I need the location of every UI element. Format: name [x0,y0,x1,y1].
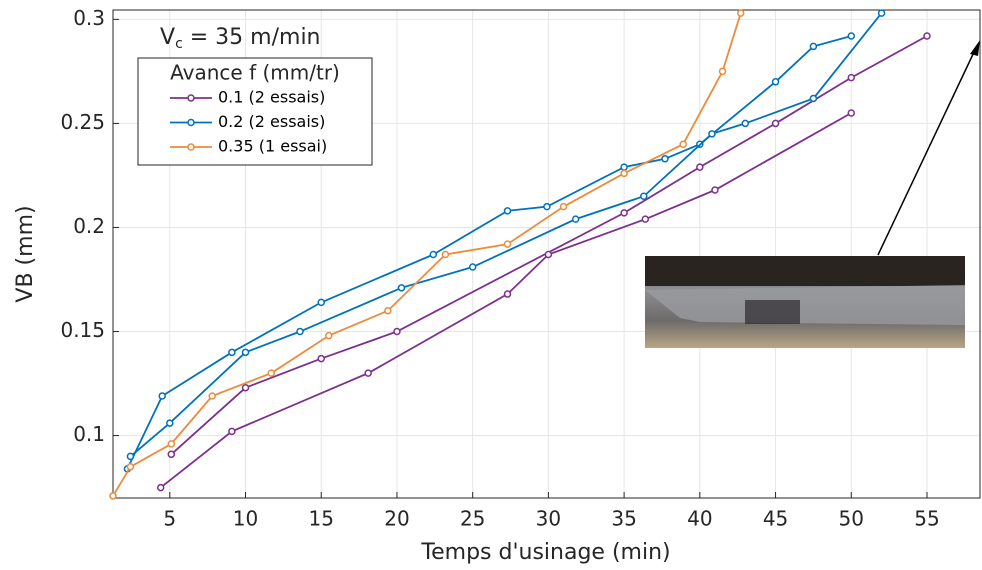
inset-photo [645,256,965,348]
point [167,450,176,459]
point [847,73,856,82]
point [126,452,135,461]
series-line [112,12,742,497]
point [736,9,745,17]
point [397,284,406,292]
series-line [160,112,852,489]
plot-frame [112,9,981,499]
point [241,348,250,357]
point [809,94,818,103]
point [923,32,931,40]
point [228,427,236,436]
point [696,163,704,171]
point [228,348,236,357]
point [571,215,580,223]
x-tick-label: 25 [460,507,485,531]
point [429,250,438,259]
arrow [877,49,976,256]
legend-marker [187,143,195,151]
point [503,290,512,298]
x-tick-label: 30 [536,507,561,531]
point [661,155,669,163]
y-tick-label: 0.25 [60,110,105,134]
x-tick-label: 15 [309,507,334,531]
x-tick-label: 45 [763,507,788,531]
point [503,207,512,215]
x-tick-label: 55 [914,507,939,531]
point [109,492,117,500]
legend-marker [187,118,195,127]
y-tick-label: 0.1 [73,422,105,446]
point [711,186,719,194]
point [771,119,780,128]
series-line [129,12,883,458]
x-tick-label: 40 [687,507,712,531]
x-axis-label: Temps d'usinage (min) [420,540,670,565]
point [559,202,568,211]
point [296,327,304,336]
y-tick-label: 0.15 [60,318,105,342]
point [809,42,818,51]
x-tick-label: 5 [163,507,176,531]
point [847,109,856,117]
point [620,169,628,178]
point [158,392,166,400]
point [640,192,648,201]
point [167,440,176,448]
legend: Vc = 35 m/min Avance f (mm/tr) 0.1 (2 es… [137,25,373,166]
legend-label: 0.35 (1 essai) [218,137,327,156]
x-tick-label: 10 [233,507,258,531]
point [325,331,333,340]
y-tick-label: 0.3 [73,6,105,30]
point [620,209,628,217]
point [679,140,687,148]
point [441,250,450,259]
y-tick-label: 0.2 [73,214,105,238]
point [468,263,477,271]
point [708,130,716,138]
legend-label: 0.1 (2 essais) [218,88,325,107]
y-axis-label: VB (mm) [13,205,38,302]
legend-marker [187,94,195,102]
x-tick-label: 50 [839,507,864,531]
point [718,67,727,76]
point [126,463,135,471]
point [503,240,512,248]
point [543,202,551,211]
point [847,32,856,40]
point [156,483,165,492]
point [208,392,216,400]
point [877,9,886,17]
point [267,369,276,377]
point [641,215,650,223]
point [384,306,392,315]
x-tick-label: 20 [384,507,409,531]
point [317,298,325,307]
point [741,119,750,128]
point [317,354,325,363]
point [241,383,250,392]
point [364,369,372,377]
arrow-head [970,40,980,56]
legend-title: Avance f (mm/tr) [170,61,340,85]
annotation: Vc = 35 m/min [160,25,321,52]
point [166,419,174,427]
point [620,163,628,171]
point [544,250,553,259]
point [771,78,780,86]
point [393,327,401,336]
legend-label: 0.2 (2 essais) [218,112,325,131]
x-tick-label: 35 [611,507,636,531]
